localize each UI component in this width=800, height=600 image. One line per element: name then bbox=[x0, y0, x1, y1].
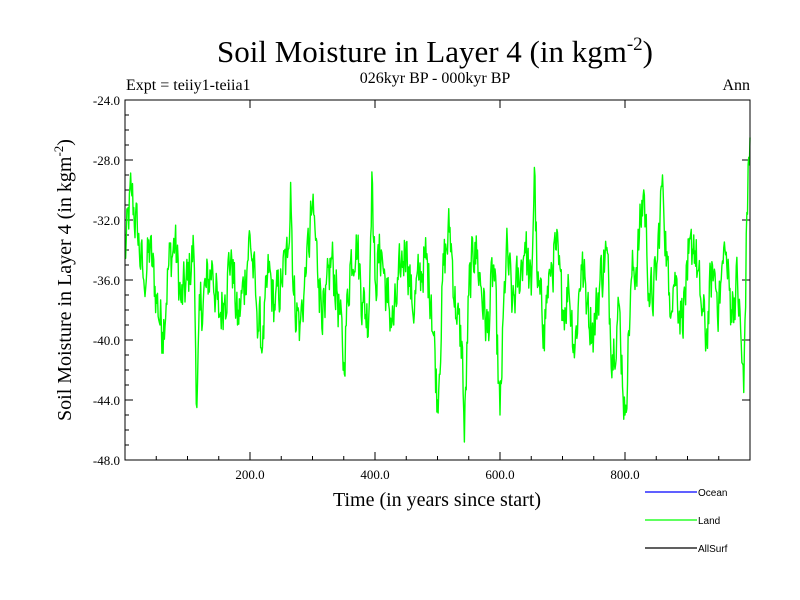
y-axis-label-end: ) bbox=[54, 139, 76, 146]
plot-frame bbox=[124, 99, 751, 461]
x-tick-label: 400.0 bbox=[360, 467, 389, 482]
y-tick-label: -36.0 bbox=[93, 273, 120, 288]
chart-title-end: ) bbox=[643, 34, 653, 69]
x-axis-label: Time (in years since start) bbox=[333, 489, 541, 511]
season-label: Ann bbox=[722, 77, 750, 94]
x-tick-label: 800.0 bbox=[610, 467, 639, 482]
chart-title-sup: -2 bbox=[627, 34, 643, 55]
y-tick-label: -32.0 bbox=[93, 213, 120, 228]
x-tick-label: 200.0 bbox=[235, 467, 264, 482]
legend: Ocean Land AllSurf bbox=[645, 488, 728, 555]
y-tick-label: -24.0 bbox=[93, 93, 120, 108]
legend-allsurf-label: AllSurf bbox=[698, 544, 728, 555]
data-series-layer bbox=[124, 137, 751, 443]
legend-land-label: Land bbox=[698, 516, 720, 527]
x-tick-label: 600.0 bbox=[485, 467, 514, 482]
y-tick-label: -48.0 bbox=[93, 453, 120, 468]
y-axis-label-main: Soil Moisture in Layer 4 (in kgm bbox=[54, 156, 76, 421]
y-tick-label: -44.0 bbox=[93, 393, 120, 408]
chart-title: Soil Moisture in Layer 4 (in kgm-2) bbox=[217, 34, 653, 69]
y-axis-label: Soil Moisture in Layer 4 (in kgm-2) bbox=[51, 139, 76, 421]
y-tick-label: -28.0 bbox=[93, 153, 120, 168]
legend-ocean-label: Ocean bbox=[698, 488, 727, 499]
y-axis-label-sup: -2 bbox=[51, 146, 66, 157]
chart-title-main: Soil Moisture in Layer 4 (in kgm bbox=[217, 34, 627, 69]
y-tick-label: -40.0 bbox=[93, 333, 120, 348]
series-line-land bbox=[124, 137, 751, 443]
experiment-label: Expt = teiiy1-teiia1 bbox=[126, 77, 251, 94]
chart-subtitle: 026kyr BP - 000kyr BP bbox=[360, 70, 511, 87]
